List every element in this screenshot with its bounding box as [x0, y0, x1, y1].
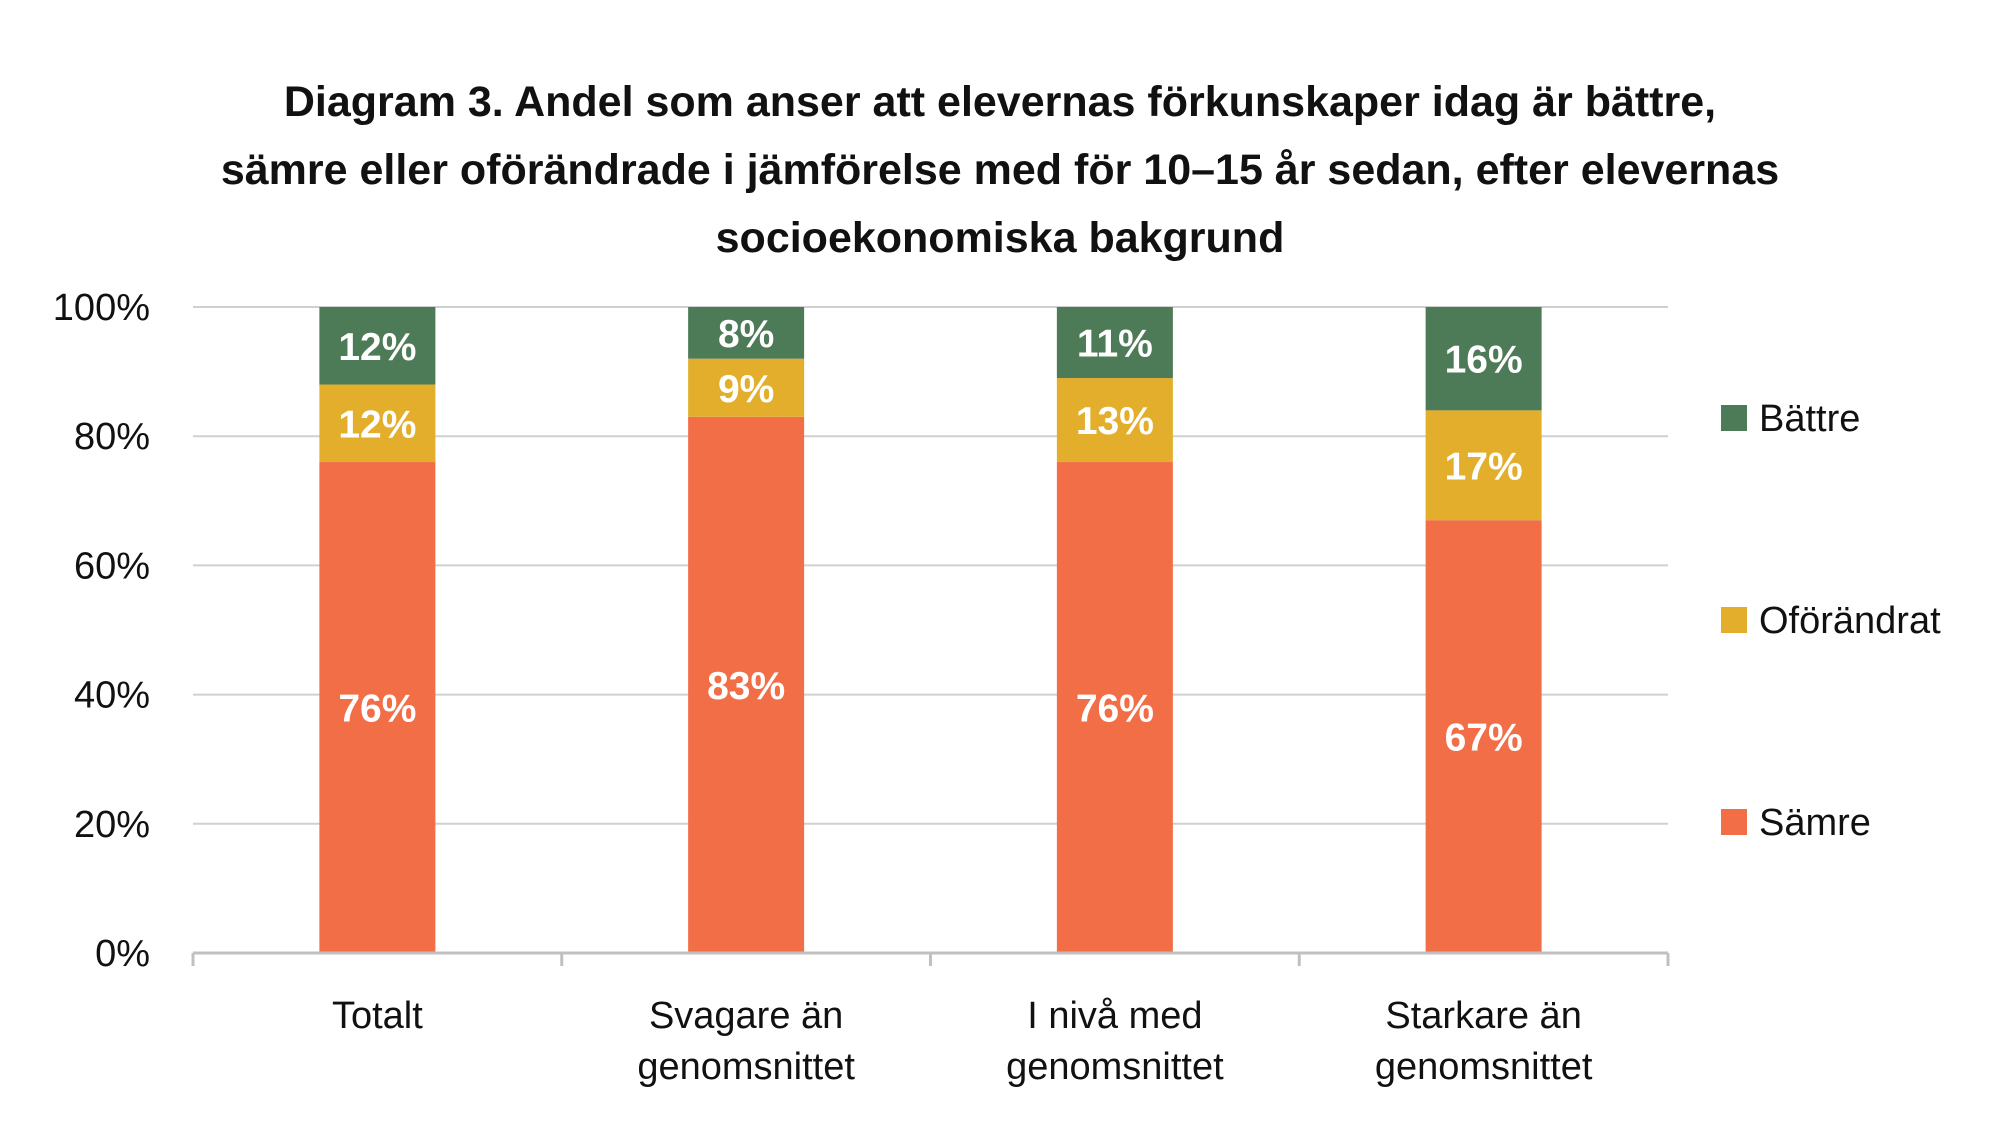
data-label: 16% — [1445, 339, 1523, 382]
data-label: 17% — [1445, 445, 1523, 488]
bar-segment-sämre — [1056, 462, 1173, 953]
data-label: 83% — [707, 665, 785, 708]
data-label: 8% — [718, 313, 774, 356]
legend-swatch — [1721, 809, 1747, 835]
y-tick-label: 20% — [74, 804, 150, 846]
y-axis-tick-labels: 0% 20% 40% 60% 80% 100% — [53, 287, 150, 975]
bar-segment-oförändrat — [688, 358, 805, 417]
y-tick-label: 60% — [74, 545, 150, 587]
data-label: 9% — [718, 368, 774, 411]
y-tick-label: 0% — [95, 933, 150, 975]
data-label: 12% — [338, 403, 416, 446]
y-tick-label: 80% — [74, 416, 150, 458]
legend-label: Sämre — [1759, 802, 1871, 844]
gridlines — [193, 306, 1668, 825]
data-label: 13% — [1076, 400, 1154, 443]
category-label: Starkare än genomsnittet — [1375, 995, 1593, 1088]
data-label: 76% — [338, 688, 416, 731]
bar-segment-oförändrat — [319, 384, 436, 463]
bar-segment-sämre — [1425, 520, 1542, 953]
category-label: Svagare än genomsnittet — [637, 995, 855, 1088]
data-label: 76% — [1076, 688, 1154, 731]
x-axis — [191, 951, 1670, 966]
bars — [319, 307, 1542, 953]
legend-label: Bättre — [1759, 398, 1860, 440]
chart-title-line-3: socioekonomiska bakgrund — [715, 214, 1285, 262]
legend-item-sämre: Sämre — [1721, 802, 1871, 844]
bar-segment-sämre — [688, 416, 805, 953]
legend-label: Oförändrat — [1759, 600, 1941, 642]
data-label: 67% — [1445, 717, 1523, 760]
y-tick-label: 100% — [53, 287, 150, 329]
bar-segment-oförändrat — [1056, 378, 1173, 463]
chart-title: Diagram 3. Andel som anser att elevernas… — [0, 68, 2000, 272]
bar-segment-bättre — [1056, 307, 1173, 379]
bar-segment-oförändrat — [1425, 410, 1542, 521]
legend-swatch — [1721, 607, 1747, 633]
legend-swatch — [1721, 405, 1747, 431]
category-label: I nivå med genomsnittet — [1006, 995, 1224, 1088]
data-label: 11% — [1077, 323, 1153, 366]
bar-segment-bättre — [1425, 307, 1542, 411]
legend: Bättre Oförändrat Sämre — [1721, 398, 1941, 844]
chart-title-line-2: sämre eller oförändrade i jämförelse med… — [220, 146, 1780, 194]
x-axis-category-labels: Totalt Svagare än genomsnittet I nivå med ge… — [332, 995, 1593, 1088]
legend-item-oförändrat: Oförändrat — [1721, 600, 1941, 642]
data-label: 12% — [338, 326, 416, 369]
y-tick-label: 40% — [74, 675, 150, 717]
legend-item-bättre: Bättre — [1721, 398, 1860, 440]
bar-segment-sämre — [319, 462, 436, 953]
data-labels: 76% 12% 12% 83% 9% 8% 76% 13% 11% 67% 17% 16% — [338, 313, 1522, 760]
chart-title-line-1: Diagram 3. Andel som anser att elevernas… — [283, 78, 1717, 126]
bar-segment-bättre — [688, 307, 805, 359]
category-label: Totalt — [332, 995, 423, 1037]
bar-segment-bättre — [319, 307, 436, 385]
